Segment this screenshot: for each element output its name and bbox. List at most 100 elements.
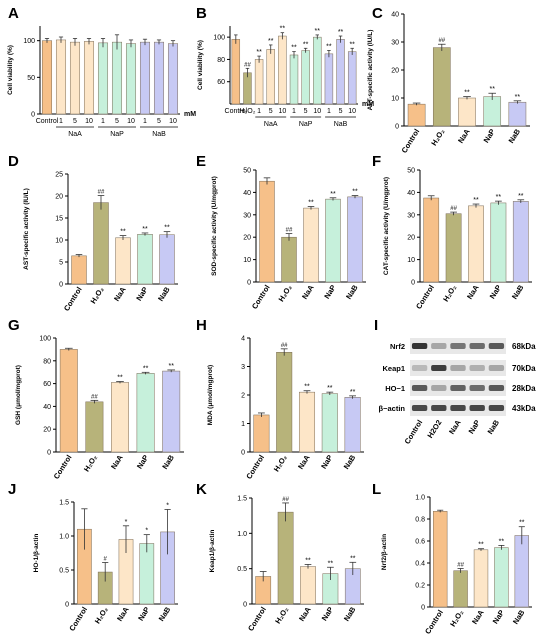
y-tick-label: 10 <box>391 96 399 103</box>
blot-band <box>450 365 466 371</box>
panel-label: B <box>196 5 207 22</box>
bar <box>93 202 109 285</box>
bar <box>277 511 294 605</box>
bar <box>55 39 67 115</box>
blot-strip <box>410 360 506 376</box>
y-tick-label: 20 <box>55 194 63 201</box>
panel-label: E <box>196 153 206 170</box>
y-tick-label: 50 <box>243 168 251 175</box>
bar <box>231 39 241 105</box>
x-tick-label: 1 <box>143 118 147 125</box>
x-tick-label: Control <box>414 283 436 310</box>
bar <box>276 352 293 453</box>
x-tick-label: H₂O₂ <box>93 605 110 625</box>
x-tick-label: NaP <box>322 283 337 300</box>
x-tick-label: 5 <box>269 108 273 115</box>
y-tick-label: 0 <box>411 280 415 287</box>
x-tick-label: Control <box>62 285 84 312</box>
bar <box>83 41 95 115</box>
bar <box>490 202 507 283</box>
blot-band <box>431 343 447 349</box>
bar <box>278 35 287 105</box>
bar <box>266 49 275 105</box>
x-tick-label: Control <box>52 453 74 480</box>
significance-label: ## <box>281 343 288 349</box>
panel-label: I <box>374 317 378 334</box>
bar <box>281 236 297 283</box>
x-tick-label: H₂O₂ <box>277 283 294 303</box>
significance-label: ** <box>280 26 286 33</box>
bar <box>153 41 165 115</box>
x-tick-label: NaP <box>491 608 506 625</box>
x-tick-label: 1 <box>257 108 261 115</box>
y-tick-label: 0 <box>395 124 399 131</box>
bar <box>313 36 322 105</box>
bar <box>407 103 426 127</box>
panel-label: A <box>8 5 19 22</box>
significance-label: # <box>104 557 108 563</box>
y-tick-label: 1 <box>241 421 245 428</box>
panel-G: G 0 20 40 60 80 100 GSH (μmol/mgprot) Control ## H… <box>8 317 184 481</box>
significance-label: ** <box>473 197 479 204</box>
significance-label: ** <box>330 191 336 198</box>
x-tick-label: H₂O₂ <box>273 605 290 625</box>
y-tick-label: 1.0 <box>415 495 425 502</box>
lane-label: Control <box>403 418 425 445</box>
panel-label: H <box>196 317 207 334</box>
y-tick-label: 100 <box>213 35 225 42</box>
panel-D: D 0 5 10 15 20 25 AST-specific activity (IU/L) C… <box>8 153 178 313</box>
bar <box>347 51 357 105</box>
bar <box>85 401 104 453</box>
significance-label: ## <box>450 206 457 212</box>
lane-label: NaB <box>486 418 502 436</box>
significance-label: ** <box>268 38 274 45</box>
protein-label: HO−1 <box>385 384 405 393</box>
significance-label: ** <box>338 29 344 36</box>
panel-I-blot: I Nrf2 68kDa Keap1 70kDa HO−1 28kDa β−actin 43kD… <box>374 317 536 446</box>
group-label: NaB <box>334 121 348 128</box>
bar <box>458 97 476 127</box>
bar <box>69 41 81 115</box>
x-tick-label: 5 <box>304 108 308 115</box>
x-tick-label: NaB <box>160 453 176 471</box>
lane-label: NaP <box>467 418 482 435</box>
bar <box>136 373 155 453</box>
x-tick-label: Control <box>36 118 59 125</box>
bar <box>433 511 448 608</box>
y-tick-label: 20 <box>407 235 415 242</box>
x-tick-label: NaA <box>115 605 131 623</box>
y-axis-label: AST-specific activity (IU/L) <box>23 188 30 270</box>
group-label: NaA <box>264 121 278 128</box>
significance-label: ## <box>438 38 445 44</box>
significance-label: ** <box>168 363 174 370</box>
significance-label: ** <box>164 225 170 232</box>
x-tick-label: NaP <box>488 283 503 300</box>
x-tick-label: 1 <box>327 108 331 115</box>
protein-label: Keap1 <box>382 364 405 373</box>
significance-label: ** <box>350 389 356 396</box>
significance-label: ** <box>349 41 355 48</box>
y-tick-label: 30 <box>407 212 415 219</box>
y-tick-label: 2 <box>241 393 245 400</box>
group-label: NaP <box>110 131 124 138</box>
protein-label: β−actin <box>379 404 406 413</box>
x-tick-label: NaA <box>297 605 313 623</box>
panel-label: J <box>8 481 16 498</box>
significance-label: ** <box>256 49 262 56</box>
x-tick-label: H₂O₂ <box>448 608 465 628</box>
group-label: NaB <box>152 131 166 138</box>
y-tick-label: 1.0 <box>59 534 69 541</box>
significance-label: ## <box>91 394 98 400</box>
panel-H: H 0 1 2 3 4 MDA (μmol/mgprot) Control ## H₂O₂ ** Na… <box>196 317 364 481</box>
significance-label: * <box>145 528 148 535</box>
y-tick-label: 1.5 <box>59 500 69 507</box>
significance-label: ** <box>143 365 149 372</box>
lane-label: H2O2 <box>425 418 443 439</box>
y-tick-label: 30 <box>391 40 399 47</box>
blot-band <box>469 343 485 349</box>
group-label: NaP <box>299 121 313 128</box>
significance-label: ** <box>327 385 333 392</box>
bar <box>97 42 109 115</box>
significance-label: ** <box>489 86 495 93</box>
